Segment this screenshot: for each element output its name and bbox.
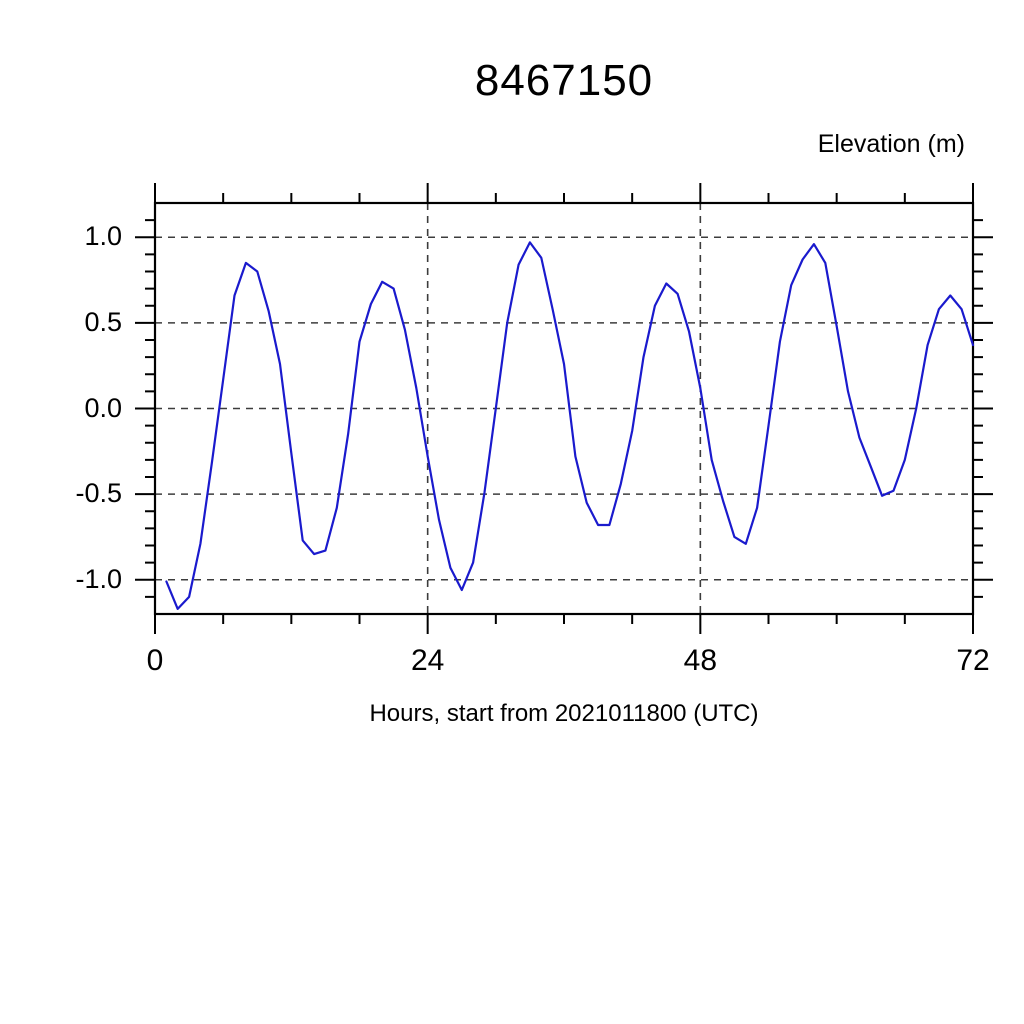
y-tick-label--0.5: -0.5	[75, 478, 122, 509]
elevation-line	[165, 241, 975, 611]
y-tick-label-1.0: 1.0	[84, 221, 122, 252]
x-tick-label-24: 24	[410, 644, 445, 677]
x-tick-label-72: 72	[956, 644, 990, 677]
x-tick-label-48: 48	[683, 644, 718, 677]
x-tick-label-0: 0	[146, 644, 164, 677]
x-axis-label: Hours, start from 2021011800 (UTC)	[369, 700, 759, 727]
y-axis-unit-label: Elevation (m)	[817, 130, 965, 158]
y-tick-label-0.0: 0.0	[84, 392, 122, 423]
y-tick-label--1.0: -1.0	[75, 563, 122, 594]
chart-title: 8467150	[474, 56, 654, 105]
y-tick-label-0.5: 0.5	[84, 306, 122, 337]
plot-frame	[153, 201, 975, 616]
